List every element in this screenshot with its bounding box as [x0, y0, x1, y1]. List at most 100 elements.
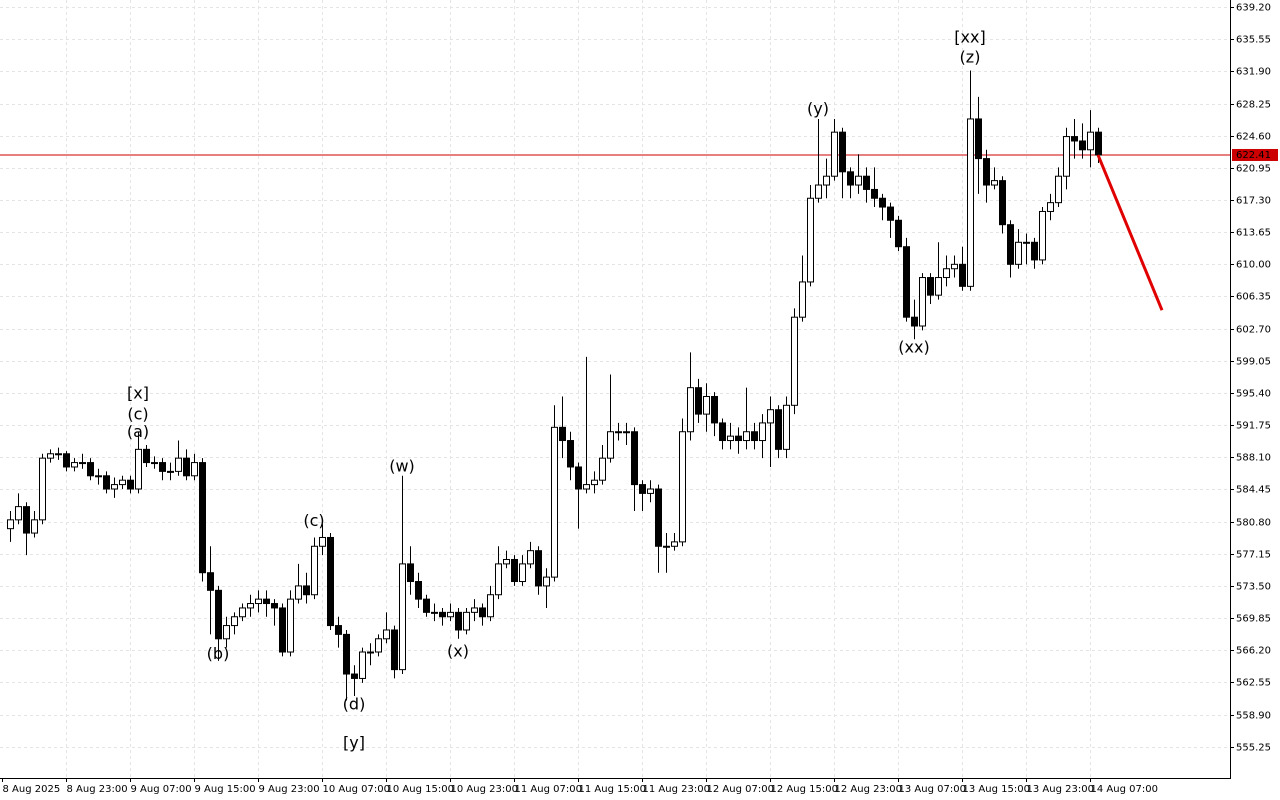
x-tick-label: 13 Aug 23:00	[1027, 784, 1094, 795]
candle-body	[671, 541, 678, 547]
candle-body	[111, 484, 118, 490]
candle-body	[679, 431, 686, 543]
candle-body	[1095, 131, 1102, 156]
candle-body	[175, 457, 182, 472]
candle-body	[807, 197, 814, 283]
candle-body	[287, 598, 294, 653]
candle-body	[991, 180, 998, 186]
candle-body	[927, 277, 934, 296]
y-tick-label: 631.90	[1236, 67, 1271, 78]
candle-body	[999, 180, 1006, 226]
candle-body	[119, 479, 126, 486]
candle-body	[727, 435, 734, 442]
candle-body	[311, 545, 318, 596]
candle-body	[239, 607, 246, 618]
candle-body	[455, 611, 462, 631]
x-tick-label: 10 Aug 23:00	[451, 784, 518, 795]
candle-body	[167, 470, 174, 473]
candle-body	[143, 448, 150, 464]
wave-label: (a)	[127, 422, 149, 441]
x-tick-label: 12 Aug 23:00	[835, 784, 902, 795]
candle-body	[735, 435, 742, 442]
wave-label: (xx)	[898, 338, 929, 357]
candle-body	[7, 519, 14, 530]
x-tick-label: 9 Aug 07:00	[131, 784, 192, 795]
x-tick-label: 11 Aug 15:00	[579, 784, 646, 795]
wave-label: [x]	[127, 383, 149, 402]
candle-body	[247, 603, 254, 609]
wave-label: (d)	[343, 694, 366, 713]
x-tick-label: 12 Aug 07:00	[707, 784, 774, 795]
candle-body	[1023, 241, 1030, 244]
candle-body	[919, 277, 926, 327]
candle-body	[1047, 202, 1054, 212]
y-tick-label: 635.55	[1236, 35, 1271, 46]
forecast-arrow	[1096, 154, 1164, 311]
candle-body	[887, 206, 894, 221]
candle-body	[879, 197, 886, 208]
y-tick-label: 595.40	[1236, 389, 1271, 400]
y-tick-label: 588.10	[1236, 453, 1271, 464]
candle-body	[223, 625, 230, 640]
candle-body	[903, 246, 910, 318]
candle-body	[327, 536, 334, 627]
candle-body	[823, 175, 830, 186]
candle-body	[431, 611, 438, 614]
candle-body	[383, 629, 390, 640]
candle-body	[319, 536, 326, 547]
candle-body	[1087, 131, 1094, 151]
candle-body	[535, 550, 542, 587]
x-tick-label: 13 Aug 15:00	[963, 784, 1030, 795]
candle-body	[967, 118, 974, 287]
candle-body	[71, 462, 78, 468]
candle-body	[463, 611, 470, 631]
x-tick-label: 9 Aug 23:00	[259, 784, 320, 795]
candle-body	[623, 431, 630, 434]
candle-body	[943, 268, 950, 279]
wave-label: (y)	[807, 99, 829, 118]
candle-body	[767, 409, 774, 424]
candle-body	[567, 440, 574, 468]
candle-body	[871, 188, 878, 199]
candle-body	[759, 422, 766, 442]
candle-body	[1031, 241, 1038, 261]
candle-body	[447, 611, 454, 618]
y-tick-label: 558.90	[1236, 711, 1271, 722]
candle-body	[87, 462, 94, 477]
x-tick-label: 8 Aug 2025	[3, 784, 61, 795]
candle-body	[775, 409, 782, 450]
wave-label: (c)	[127, 404, 148, 423]
candle-body	[935, 277, 942, 296]
y-tick-label: 602.70	[1236, 325, 1271, 336]
candle-body	[23, 506, 30, 534]
candle-body	[559, 426, 566, 442]
candle-body	[63, 453, 70, 468]
candle-body	[687, 387, 694, 433]
wave-label: [xx]	[954, 27, 985, 46]
candle-body	[375, 638, 382, 653]
candle-body	[199, 462, 206, 574]
y-tick-label: 639.20	[1236, 3, 1271, 14]
x-tick-label: 8 Aug 23:00	[67, 784, 128, 795]
y-tick-label: 555.25	[1236, 743, 1271, 754]
candle-body	[647, 488, 654, 494]
candle-body	[1079, 140, 1086, 151]
candle-body	[183, 457, 190, 477]
candle-body	[79, 462, 86, 465]
y-tick-label: 620.95	[1236, 164, 1271, 175]
candle-body	[839, 131, 846, 173]
candle-body	[231, 616, 238, 627]
candle-body	[895, 219, 902, 248]
candle-body	[191, 462, 198, 477]
candle-body	[215, 589, 222, 640]
candle-body	[743, 431, 750, 442]
candle-body	[607, 431, 614, 459]
candle-body	[1063, 136, 1070, 177]
candle-body	[207, 572, 214, 591]
wave-label: (x)	[447, 642, 469, 661]
y-tick-label: 613.65	[1236, 228, 1271, 239]
candle-body	[95, 475, 102, 478]
candle-body	[439, 611, 446, 618]
